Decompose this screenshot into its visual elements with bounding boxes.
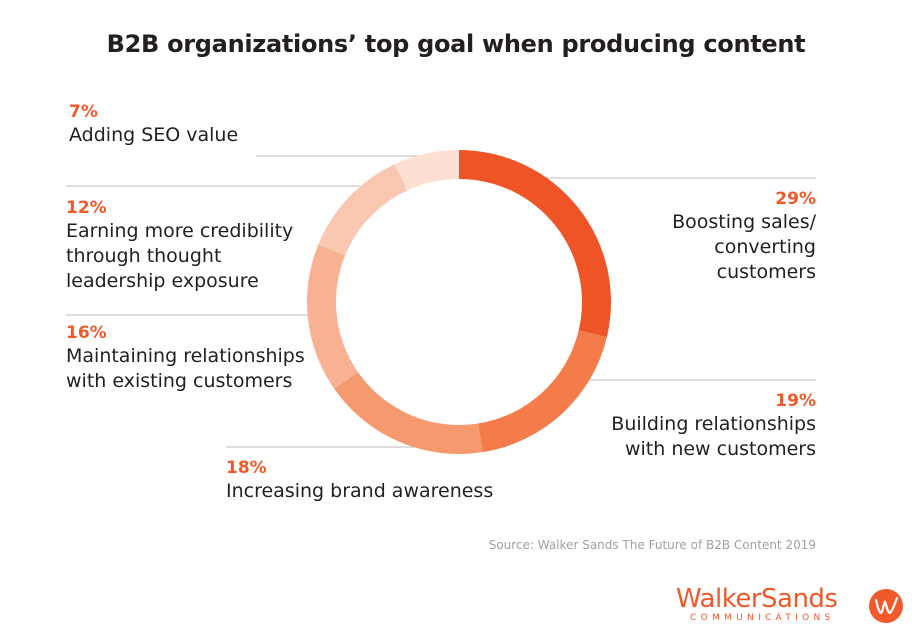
slice-label: 16% Maintaining relationships with existin…	[66, 322, 346, 394]
slice-label: 29% Boosting sales/converting customers	[560, 188, 816, 285]
slice-label: 12% Earning more credibility through thoug…	[66, 197, 346, 294]
slice-category-label: Earning more credibility	[66, 220, 294, 242]
donut-slice	[334, 372, 483, 455]
donut-slice	[318, 164, 408, 256]
slice-label: 19% Building relationships with new custom…	[560, 390, 816, 462]
slice-category-label: Increasing brand awareness	[226, 480, 494, 502]
source-note: Source: Walker Sands The Future of B2B C…	[488, 538, 816, 552]
slice-category-label: Boosting sales/	[672, 211, 816, 233]
slice-percent-label: 12%	[66, 198, 107, 218]
donut-slice	[459, 150, 612, 338]
logo-wordmark: WalkerSands	[676, 584, 838, 614]
logo-mark-icon	[869, 589, 903, 623]
slice-category-label: Building relationships	[611, 413, 816, 435]
donut-slice	[478, 330, 607, 453]
slice-category-label: leadership exposure	[66, 270, 259, 292]
slice-label: 18% Increasing brand awareness	[226, 457, 546, 504]
slice-percent-label: 7%	[69, 102, 98, 122]
slice-category-label: with new customers	[624, 438, 816, 460]
slice-percent-label: 29%	[775, 189, 816, 209]
slice-category-label: with existing customers	[66, 370, 293, 392]
donut-slice	[307, 244, 358, 389]
donut-slice	[394, 150, 459, 191]
walker-sands-logo: WalkerSands COMMUNICATIONS	[676, 584, 906, 630]
logo-tagline: COMMUNICATIONS	[690, 613, 835, 623]
slice-label: 7% Adding SEO value	[69, 101, 329, 148]
slice-category-label: through thought	[66, 245, 222, 267]
slice-percent-label: 18%	[226, 458, 267, 478]
slice-category-label: Adding SEO value	[69, 124, 239, 146]
chart-title: B2B organizations’ top goal when produci…	[106, 30, 806, 58]
slice-category-label: converting	[714, 236, 816, 258]
slice-percent-label: 19%	[775, 391, 816, 411]
slice-category-label: customers	[716, 261, 816, 283]
slice-category-label: Maintaining relationships	[66, 345, 305, 367]
slice-percent-label: 16%	[66, 323, 107, 343]
